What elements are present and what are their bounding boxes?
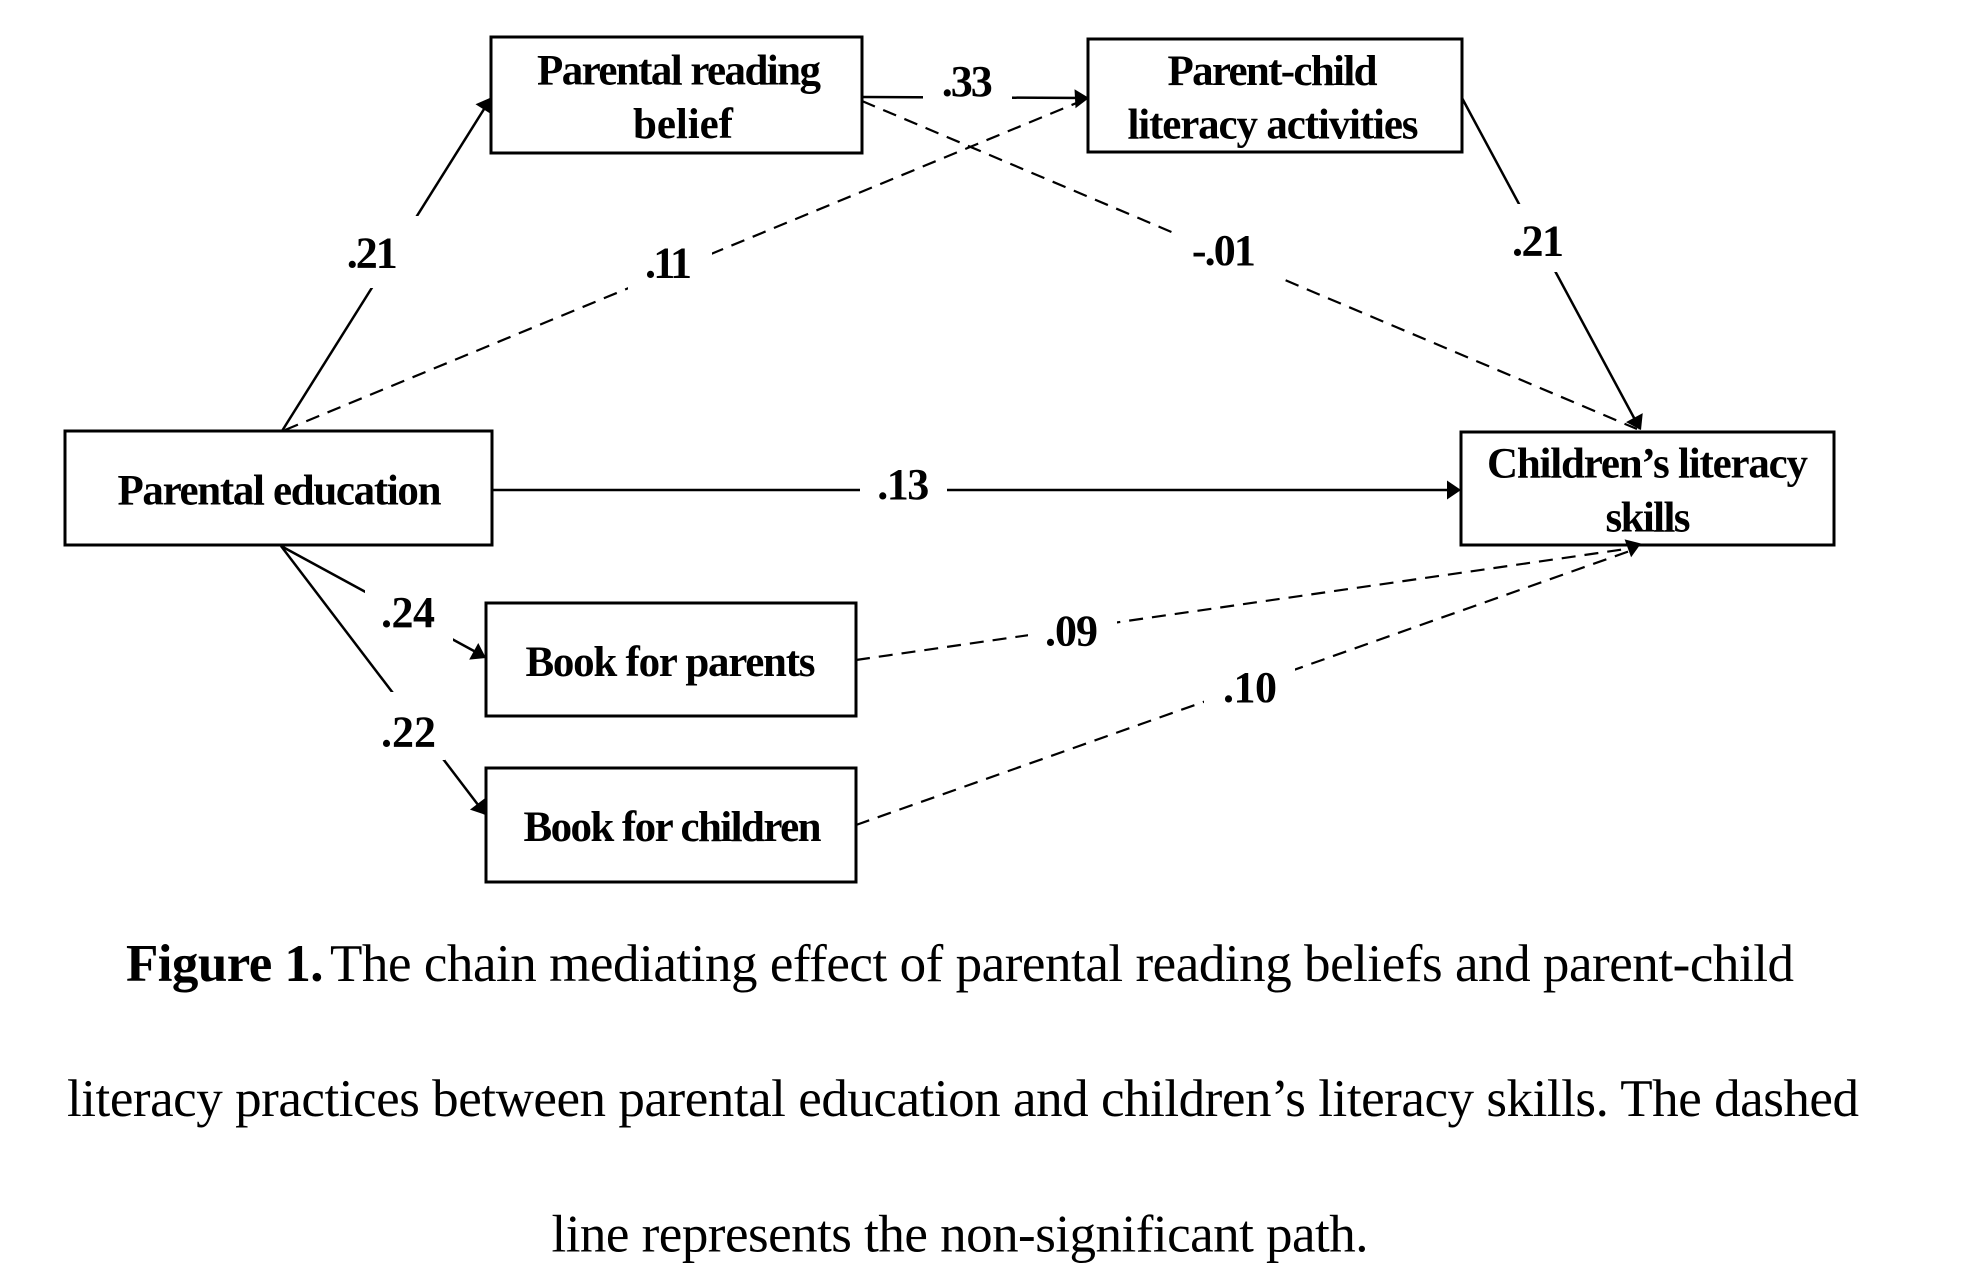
svg-text:.09: .09 [1045,607,1098,656]
svg-text:.24: .24 [381,588,435,637]
svg-text:Book for children: Book for children [524,804,822,851]
svg-text:Book for parents: Book for parents [526,639,816,686]
svg-text:line represents the non-signif: line represents the non-significant path… [552,1206,1369,1264]
svg-text:Parent-child: Parent-child [1168,48,1378,95]
svg-text:Parental education: Parental education [118,468,442,515]
svg-text:.10: .10 [1223,663,1277,712]
svg-text:.11: .11 [645,239,692,288]
svg-text:skills: skills [1606,495,1691,542]
svg-text:Children’s literacy: Children’s literacy [1487,441,1809,488]
svg-text:belief: belief [633,101,734,148]
svg-text:.13: .13 [877,460,929,509]
svg-text:.22: .22 [381,708,436,757]
svg-text:literacy activities: literacy activities [1128,102,1419,149]
svg-text:Parental reading: Parental reading [537,47,822,94]
svg-text:.21: .21 [347,229,398,278]
svg-text:-.01: -.01 [1192,226,1256,275]
svg-text:literacy practices between par: literacy practices between parental educ… [67,1070,1859,1128]
svg-text:.33: .33 [942,57,993,106]
svg-text:.21: .21 [1512,217,1564,266]
svg-text:Figure 1.: Figure 1. [126,935,324,993]
svg-text:The chain mediating effect of: The chain mediating effect of parental r… [330,935,1794,993]
